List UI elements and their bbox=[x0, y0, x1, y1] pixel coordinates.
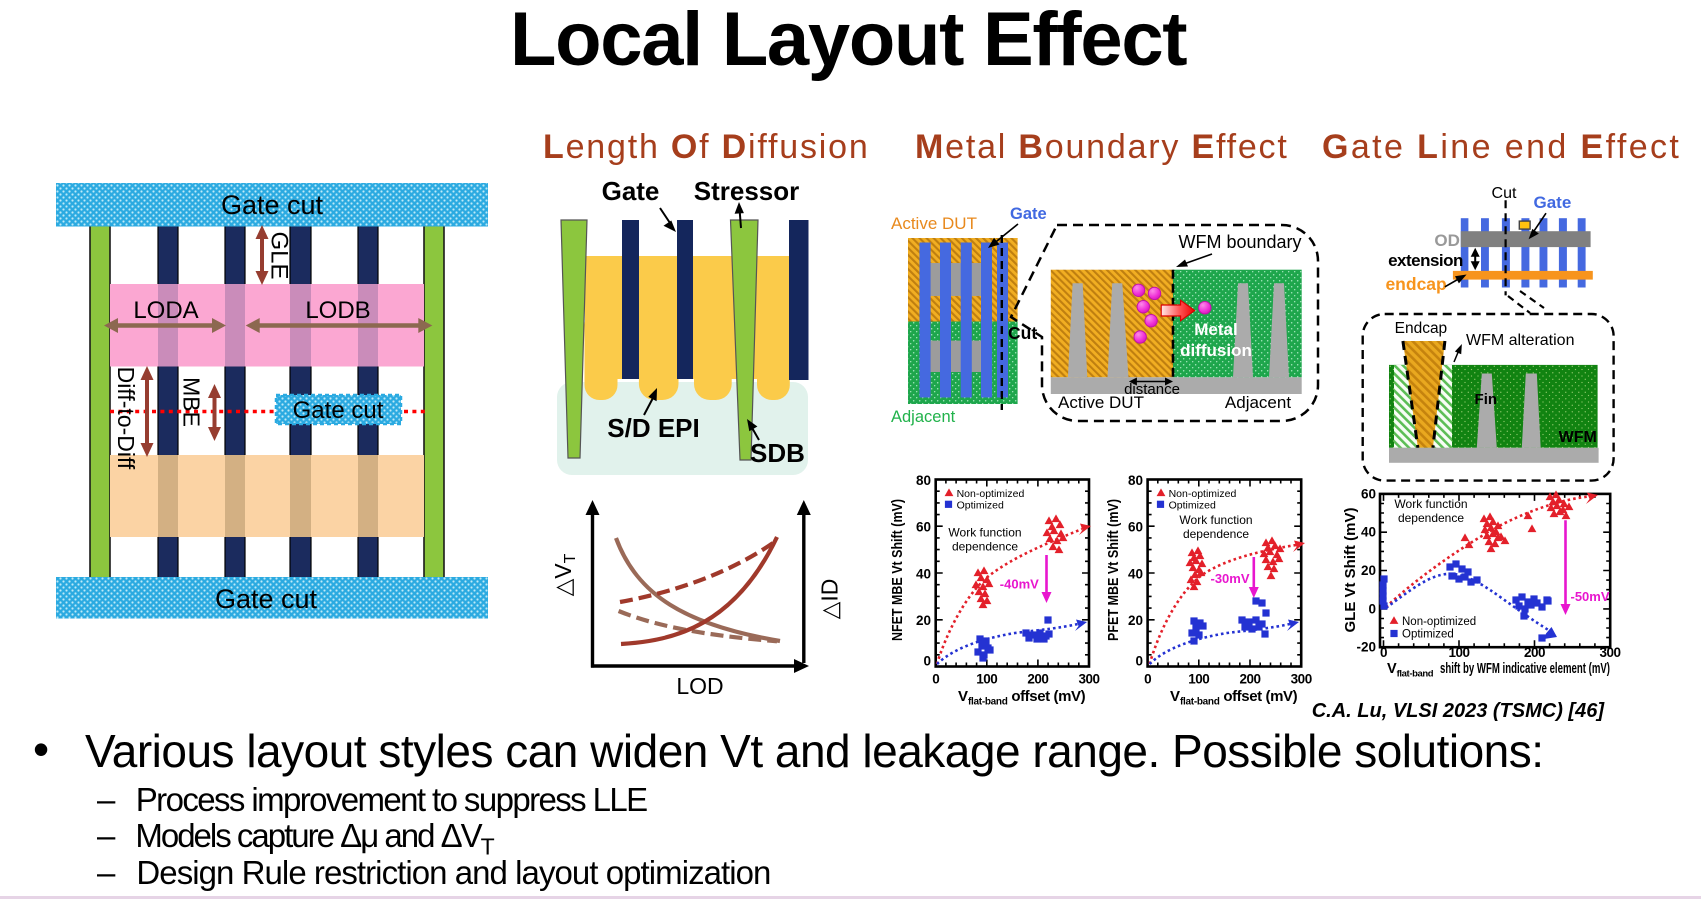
svg-text:PFET MBE Vt Shift (mV): PFET MBE Vt Shift (mV) bbox=[1105, 499, 1122, 641]
svg-text:Cut: Cut bbox=[1492, 185, 1517, 202]
svg-text:0: 0 bbox=[1135, 654, 1143, 669]
svg-text:Gate cut: Gate cut bbox=[221, 190, 324, 220]
svg-text:Gate cut: Gate cut bbox=[293, 397, 384, 424]
svg-text:GLE: GLE bbox=[266, 231, 293, 279]
svg-text:Work function: Work function bbox=[1179, 513, 1252, 527]
svg-text:NFET MBE Vt Shift (mV): NFET MBE Vt Shift (mV) bbox=[889, 499, 906, 641]
svg-text:Non-optimized: Non-optimized bbox=[1402, 616, 1476, 628]
svg-text:0: 0 bbox=[1380, 645, 1387, 660]
svg-text:Gate: Gate bbox=[602, 176, 660, 206]
svg-text:SDB: SDB bbox=[750, 438, 805, 468]
svg-text:Vflat-band: Vflat-band bbox=[1387, 661, 1434, 680]
svg-text:200: 200 bbox=[1524, 645, 1545, 660]
svg-text:Endcap: Endcap bbox=[1395, 320, 1448, 337]
svg-text:GLE Vt Shift (mV): GLE Vt Shift (mV) bbox=[1342, 508, 1359, 633]
svg-text:dependence: dependence bbox=[1183, 527, 1249, 541]
svg-text:Optimized: Optimized bbox=[1402, 629, 1454, 641]
svg-text:WFM alteration: WFM alteration bbox=[1466, 332, 1574, 349]
svg-text:△VT: △VT bbox=[550, 553, 579, 596]
svg-text:60: 60 bbox=[916, 520, 931, 535]
svg-text:Optimized: Optimized bbox=[957, 499, 1004, 511]
svg-text:Stressor: Stressor bbox=[694, 176, 800, 206]
svg-text:-40mV: -40mV bbox=[1000, 577, 1039, 592]
svg-text:40: 40 bbox=[1128, 567, 1143, 582]
svg-text:-20: -20 bbox=[1356, 640, 1376, 655]
svg-text:0: 0 bbox=[1144, 672, 1151, 687]
svg-text:Optimized: Optimized bbox=[1169, 499, 1216, 511]
svg-text:Active DUT: Active DUT bbox=[1058, 393, 1144, 412]
svg-text:0: 0 bbox=[932, 672, 939, 687]
svg-text:300: 300 bbox=[1078, 672, 1099, 687]
svg-text:40: 40 bbox=[1361, 525, 1376, 540]
svg-text:20: 20 bbox=[1361, 563, 1376, 578]
svg-text:distance: distance bbox=[1124, 381, 1180, 398]
svg-text:20: 20 bbox=[1128, 613, 1143, 628]
svg-text:Gate: Gate bbox=[1010, 205, 1047, 223]
svg-text:20: 20 bbox=[916, 613, 931, 628]
svg-text:shift by WFM indicative elemen: shift by WFM indicative element (mV) bbox=[1440, 661, 1610, 677]
svg-text:60: 60 bbox=[1128, 520, 1143, 535]
svg-text:0: 0 bbox=[1368, 601, 1376, 616]
svg-text:Metal: Metal bbox=[1194, 320, 1237, 339]
svg-text:300: 300 bbox=[1599, 645, 1620, 660]
svg-text:Work function: Work function bbox=[1394, 497, 1467, 511]
svg-text:60: 60 bbox=[1361, 486, 1376, 501]
svg-text:WFM: WFM bbox=[1559, 429, 1597, 446]
svg-text:40: 40 bbox=[916, 567, 931, 582]
svg-text:200: 200 bbox=[1239, 672, 1260, 687]
svg-text:Fin: Fin bbox=[1475, 391, 1498, 408]
svg-text:Non-optimized: Non-optimized bbox=[1169, 488, 1237, 500]
svg-text:300: 300 bbox=[1291, 672, 1312, 687]
svg-text:Work function: Work function bbox=[948, 525, 1021, 539]
svg-text:80: 80 bbox=[1128, 473, 1143, 488]
svg-text:MBE: MBE bbox=[178, 377, 204, 427]
svg-text:LODB: LODB bbox=[305, 297, 370, 324]
svg-text:Active DUT: Active DUT bbox=[891, 214, 977, 233]
svg-text:Gate: Gate bbox=[1534, 193, 1572, 212]
svg-text:Adjacent: Adjacent bbox=[1225, 393, 1291, 412]
svg-text:Diff-to-Diff: Diff-to-Diff bbox=[113, 367, 139, 470]
svg-text:S/D EPI: S/D EPI bbox=[607, 413, 699, 443]
svg-text:diffusion: diffusion bbox=[1180, 341, 1252, 360]
svg-text:-50mV: -50mV bbox=[1570, 589, 1609, 604]
svg-text:Vflat-band offset (mV): Vflat-band offset (mV) bbox=[958, 688, 1086, 708]
svg-text:100: 100 bbox=[976, 672, 997, 687]
svg-text:Adjacent: Adjacent bbox=[891, 408, 956, 426]
svg-text:dependence: dependence bbox=[952, 539, 1018, 553]
svg-text:extension: extension bbox=[1388, 251, 1463, 270]
svg-text:endcap: endcap bbox=[1385, 274, 1446, 294]
svg-text:-30mV: -30mV bbox=[1210, 571, 1249, 586]
svg-text:dependence: dependence bbox=[1398, 511, 1464, 525]
svg-text:OD: OD bbox=[1434, 231, 1460, 250]
svg-text:LODA: LODA bbox=[133, 297, 198, 324]
svg-text:△ID: △ID bbox=[817, 579, 843, 620]
svg-text:Gate cut: Gate cut bbox=[215, 584, 318, 614]
svg-text:100: 100 bbox=[1448, 645, 1469, 660]
svg-text:100: 100 bbox=[1188, 672, 1209, 687]
svg-text:Non-optimized: Non-optimized bbox=[957, 488, 1025, 500]
svg-text:WFM boundary: WFM boundary bbox=[1178, 232, 1301, 252]
svg-text:LOD: LOD bbox=[676, 673, 723, 699]
svg-text:200: 200 bbox=[1027, 672, 1048, 687]
svg-text:80: 80 bbox=[916, 473, 931, 488]
svg-text:0: 0 bbox=[923, 654, 931, 669]
